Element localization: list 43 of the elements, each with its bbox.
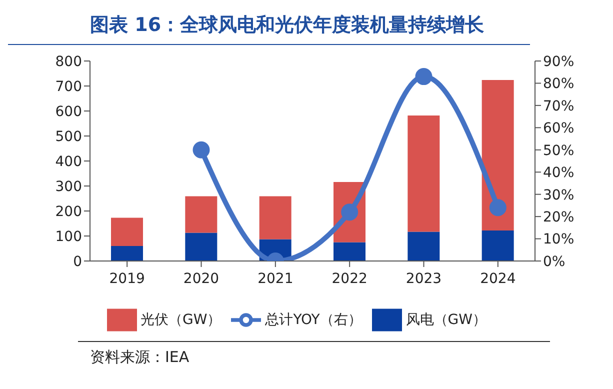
bar — [482, 230, 514, 261]
y-tick-label: 300 — [55, 178, 82, 195]
legend-label: 光伏（GW） — [140, 312, 222, 328]
y2-tick-label: 90% — [543, 54, 574, 70]
y-tick-label: 500 — [55, 128, 82, 145]
y2-tick-label: 30% — [543, 187, 574, 204]
y-tick-label: 100 — [55, 228, 82, 245]
y-tick-label: 700 — [55, 78, 82, 95]
bar — [259, 196, 292, 240]
point — [415, 68, 432, 86]
bar — [111, 218, 143, 246]
point — [192, 141, 210, 158]
legend-label: 风电（GW） — [406, 312, 486, 328]
y2-tick-label: 20% — [543, 210, 574, 226]
y-tick-label: 200 — [55, 204, 82, 220]
bar — [482, 80, 514, 230]
x-tick-label: 2024 — [480, 270, 516, 287]
y2-tick-label: 0% — [543, 254, 566, 270]
x-tick-label: 2023 — [406, 270, 442, 287]
y-tick-label: 800 — [55, 54, 82, 70]
legend-label: 总计YOY（右） — [265, 312, 362, 328]
bar — [408, 116, 440, 232]
y2-tick-label: 70% — [543, 98, 574, 114]
bar — [408, 232, 440, 261]
y2-tick-label: 50% — [543, 142, 574, 159]
y2-tick-label: 10% — [543, 232, 574, 248]
bar — [185, 196, 218, 233]
y2-tick-label: 40% — [543, 165, 574, 182]
x-tick-label: 2022 — [332, 270, 368, 287]
y2-tick-label: 80% — [543, 76, 574, 92]
chart-title: 图表 16：全球风电和光伏年度装机量持续增长 — [8, 8, 530, 45]
y-tick-label: 600 — [55, 104, 82, 120]
point — [489, 199, 506, 216]
x-tick-label: 2020 — [183, 270, 220, 287]
x-tick-label: 2019 — [109, 270, 145, 287]
bar — [185, 232, 218, 261]
bar — [111, 246, 143, 261]
x-tick-label: 2021 — [258, 270, 294, 287]
y2-tick-label: 60% — [543, 120, 574, 137]
bar — [334, 242, 366, 261]
y-tick-label: 0 — [73, 254, 82, 270]
text: 资料来源：IEA — [90, 348, 190, 367]
y-tick-label: 400 — [55, 154, 82, 170]
